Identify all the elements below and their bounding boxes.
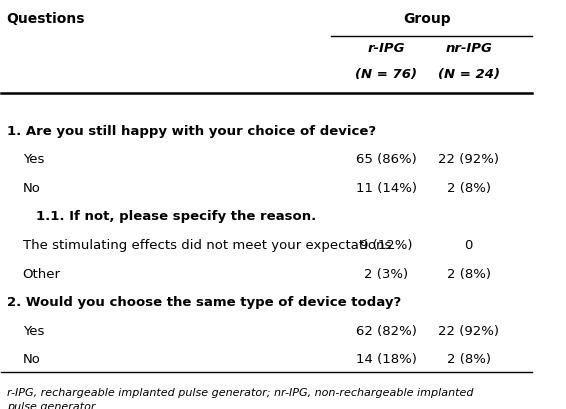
Text: 2 (8%): 2 (8%) bbox=[447, 267, 491, 280]
Text: 1.1. If not, please specify the reason.: 1.1. If not, please specify the reason. bbox=[36, 210, 316, 223]
Text: 62 (82%): 62 (82%) bbox=[356, 324, 417, 337]
Text: No: No bbox=[23, 182, 41, 194]
Text: 0: 0 bbox=[465, 238, 473, 252]
Text: 14 (18%): 14 (18%) bbox=[356, 353, 417, 366]
Text: The stimulating effects did not meet your expectations.: The stimulating effects did not meet you… bbox=[23, 238, 395, 252]
Text: 2 (3%): 2 (3%) bbox=[365, 267, 409, 280]
Text: No: No bbox=[23, 353, 41, 366]
Text: Yes: Yes bbox=[23, 153, 44, 166]
Text: Questions: Questions bbox=[7, 12, 85, 26]
Text: 22 (92%): 22 (92%) bbox=[438, 324, 499, 337]
Text: Group: Group bbox=[404, 12, 451, 26]
Text: 2 (8%): 2 (8%) bbox=[447, 182, 491, 194]
Text: r-IPG, rechargeable implanted pulse generator; nr-IPG, non-rechargeable implante: r-IPG, rechargeable implanted pulse gene… bbox=[7, 387, 473, 409]
Text: Other: Other bbox=[23, 267, 61, 280]
Text: 1. Are you still happy with your choice of device?: 1. Are you still happy with your choice … bbox=[7, 124, 376, 137]
Text: 11 (14%): 11 (14%) bbox=[356, 182, 417, 194]
Text: Yes: Yes bbox=[23, 324, 44, 337]
Text: r-IPG: r-IPG bbox=[367, 42, 405, 55]
Text: 2 (8%): 2 (8%) bbox=[447, 353, 491, 366]
Text: 9 (12%): 9 (12%) bbox=[360, 238, 413, 252]
Text: 65 (86%): 65 (86%) bbox=[356, 153, 417, 166]
Text: (N = 24): (N = 24) bbox=[438, 68, 500, 81]
Text: 22 (92%): 22 (92%) bbox=[438, 153, 499, 166]
Text: (N = 76): (N = 76) bbox=[355, 68, 417, 81]
Text: nr-IPG: nr-IPG bbox=[445, 42, 492, 55]
Text: 2. Would you choose the same type of device today?: 2. Would you choose the same type of dev… bbox=[7, 295, 401, 308]
